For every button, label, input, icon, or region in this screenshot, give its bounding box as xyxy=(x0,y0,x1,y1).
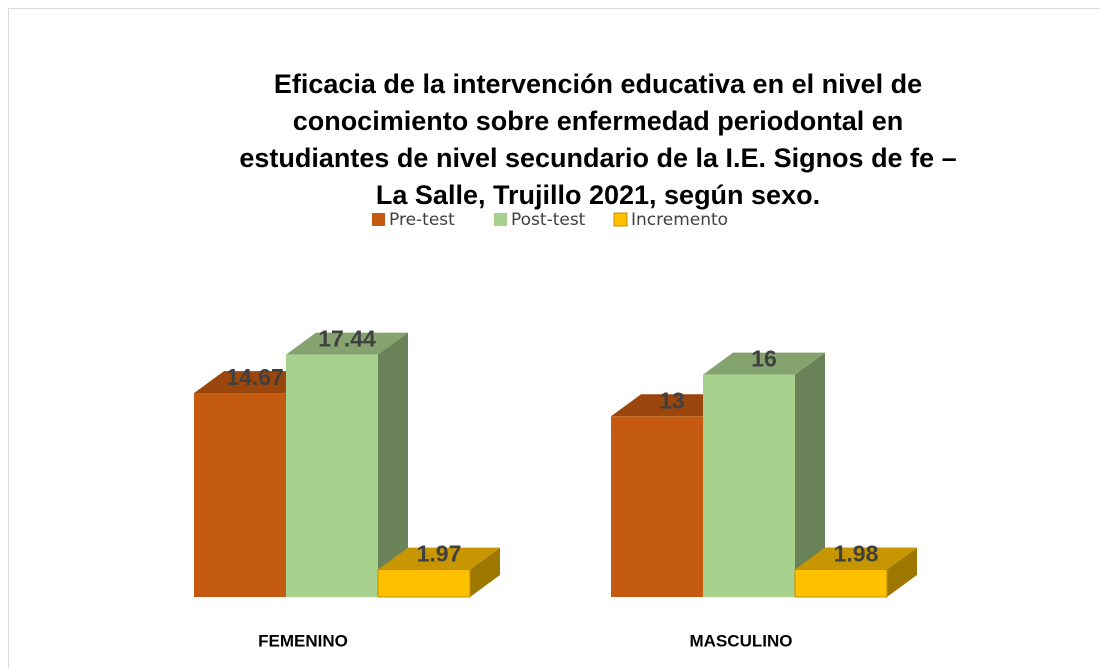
data-label: 17.44 xyxy=(318,326,376,352)
chart-title: Eficacia de la intervención educativa en… xyxy=(274,69,922,99)
x-tick-label: MASCULINO xyxy=(690,631,793,650)
bar-front xyxy=(794,568,888,598)
bar-side xyxy=(795,352,825,597)
bar-top xyxy=(194,371,316,394)
data-label: 16 xyxy=(751,346,777,372)
chart-title: estudiantes de nivel secundario de la I.… xyxy=(239,143,956,173)
bar-side xyxy=(470,547,500,597)
bar-side xyxy=(378,332,408,597)
data-label: 1.98 xyxy=(834,541,879,567)
data-label: 13 xyxy=(659,387,685,413)
bar xyxy=(286,332,408,597)
legend-label: Incremento xyxy=(631,210,728,230)
bar-front xyxy=(286,354,378,597)
bar-front xyxy=(194,393,286,597)
bar-front xyxy=(703,374,795,597)
legend-swatch xyxy=(494,213,507,226)
bar xyxy=(703,352,825,597)
bar-top xyxy=(378,547,500,570)
bar-front xyxy=(611,416,703,597)
data-label: 1.97 xyxy=(417,541,462,567)
bar-top xyxy=(703,352,825,375)
legend-label: Post-test xyxy=(511,210,586,230)
bar xyxy=(377,547,500,598)
data-label: 14.67 xyxy=(226,364,284,390)
chart-frame xyxy=(8,8,1100,668)
bar xyxy=(794,547,917,598)
bar-top xyxy=(611,394,733,417)
bar-top xyxy=(286,332,408,355)
bar-top xyxy=(795,547,917,570)
bar-front xyxy=(377,569,471,598)
chart-title: La Salle, Trujillo 2021, según sexo. xyxy=(376,180,820,210)
legend-label: Pre-test xyxy=(389,210,455,230)
x-tick-label: FEMENINO xyxy=(258,631,348,650)
chart-title: conocimiento sobre enfermedad periodonta… xyxy=(293,106,904,136)
legend-swatch xyxy=(613,212,628,227)
bar-side xyxy=(887,547,917,597)
legend-swatch xyxy=(372,213,385,226)
